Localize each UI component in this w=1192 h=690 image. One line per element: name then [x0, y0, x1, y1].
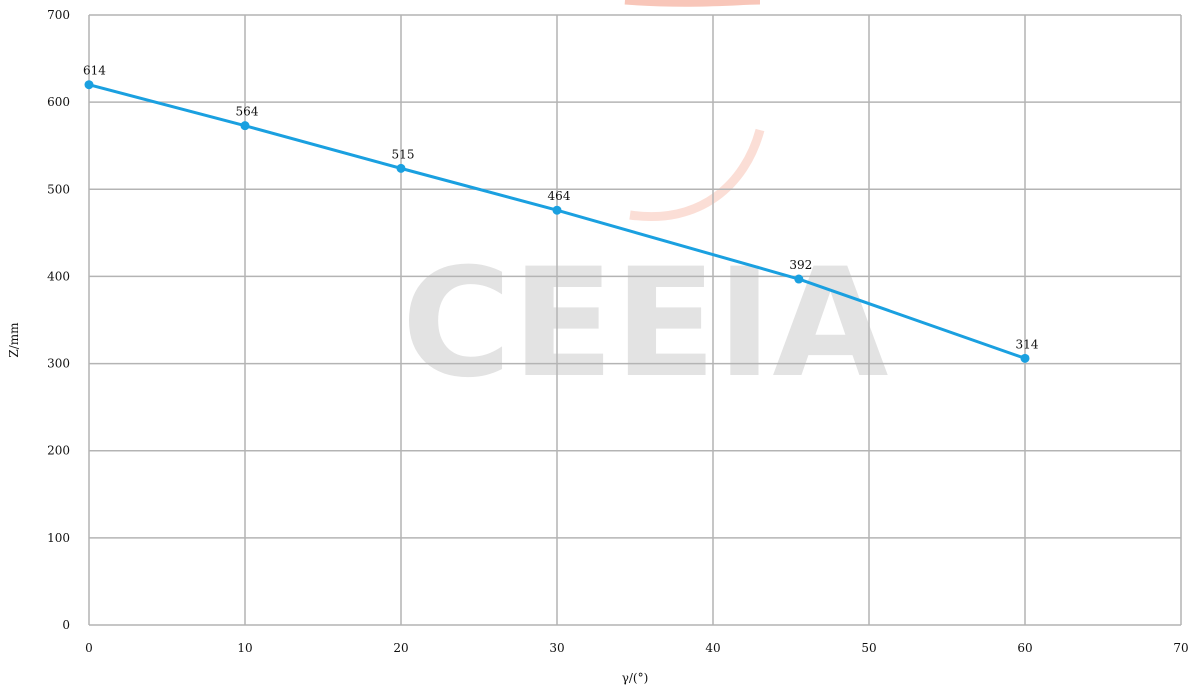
- data-point: [794, 274, 804, 284]
- data-label: 614: [83, 64, 106, 78]
- watermark-text: CEEIA: [402, 237, 889, 411]
- data-points: [84, 80, 1030, 363]
- x-tick-label: 30: [549, 641, 564, 655]
- data-labels: 614 564 515 464 392 314: [83, 64, 1039, 352]
- watermark-arc: [629, 128, 765, 221]
- watermark-arc-top: [624, 0, 761, 7]
- x-tick-label: 20: [393, 641, 408, 655]
- x-tick-label: 40: [705, 641, 720, 655]
- y-tick-label: 100: [47, 531, 70, 545]
- data-point: [84, 80, 94, 90]
- data-point: [1020, 353, 1030, 363]
- y-tick-label: 500: [47, 182, 70, 196]
- y-axis-title: Z/mm: [7, 322, 21, 358]
- y-tick-label: 0: [62, 618, 70, 632]
- y-tick-label: 300: [47, 357, 70, 371]
- data-point: [552, 205, 562, 215]
- data-point: [240, 121, 250, 131]
- data-label: 464: [548, 189, 571, 203]
- data-point: [396, 163, 406, 173]
- data-label: 392: [789, 258, 812, 272]
- x-tick-label: 10: [237, 641, 252, 655]
- data-label: 314: [1016, 337, 1039, 351]
- y-tick-label: 700: [47, 8, 70, 22]
- grid: [88, 14, 1182, 626]
- series-polyline: [88, 83, 1026, 360]
- y-tick-label: 600: [47, 95, 70, 109]
- x-tick-label: 70: [1173, 641, 1188, 655]
- data-label: 515: [392, 147, 415, 161]
- x-tick-label: 0: [85, 641, 93, 655]
- x-tick-label: 60: [1017, 641, 1032, 655]
- series-line: [88, 83, 1026, 360]
- x-axis-title: γ/(°): [622, 671, 649, 685]
- y-tick-labels: 0 100 200 300 400 500 600 700: [47, 8, 70, 632]
- x-tick-label: 50: [861, 641, 876, 655]
- y-tick-label: 400: [47, 269, 70, 283]
- y-tick-label: 200: [47, 444, 70, 458]
- watermark: CEEIA: [402, 0, 889, 411]
- data-label: 564: [236, 105, 259, 119]
- x-tick-labels: 0 10 20 30 40 50 60 70: [85, 641, 1188, 655]
